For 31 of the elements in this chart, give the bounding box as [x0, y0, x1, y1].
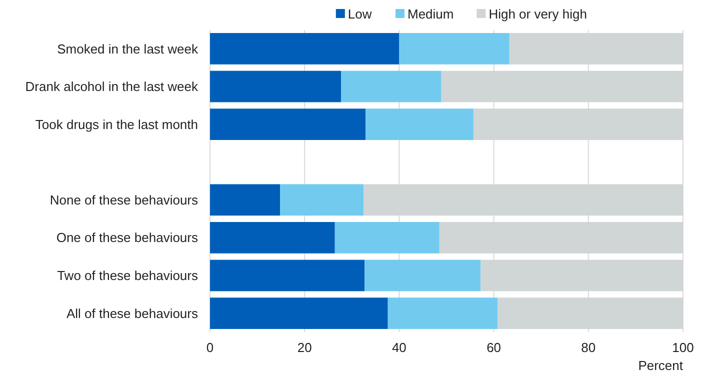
bar: [334, 222, 440, 254]
y-tick-label: Smoked in the last week: [57, 41, 198, 56]
y-tick-label: Took drugs in the last month: [35, 116, 198, 132]
y-tick-label: One of these behaviours: [56, 230, 198, 246]
x-tick-label: 40: [392, 340, 406, 355]
legend-label: Low: [348, 6, 372, 22]
x-axis-title: Percent: [638, 358, 684, 373]
bar: [210, 260, 365, 292]
y-tick-label: All of these behaviours: [66, 306, 198, 321]
y-tick-label: Two of these behaviours: [57, 268, 198, 284]
bar: [341, 70, 442, 102]
x-tick-label: 80: [581, 340, 596, 355]
bar: [364, 260, 481, 292]
bar: [280, 184, 364, 216]
x-tick-label: 100: [672, 340, 694, 355]
bar: [366, 108, 474, 140]
bar: [210, 222, 335, 254]
x-tick-label: 0: [206, 340, 214, 355]
bar: [210, 33, 400, 64]
x-tick-label: 20: [297, 340, 312, 355]
bar: [388, 298, 498, 329]
bar: [210, 298, 388, 329]
bar: [210, 108, 366, 140]
legend-label: Medium: [408, 6, 454, 22]
bar: [210, 184, 280, 216]
bar: [210, 70, 342, 102]
y-tick-label: Drank alcohol in the last week: [25, 79, 198, 94]
x-tick-label: 60: [486, 340, 502, 355]
y-tick-label: None of these behaviours: [50, 192, 198, 208]
legend-label: High or very high: [488, 6, 587, 22]
bar: [399, 33, 510, 64]
